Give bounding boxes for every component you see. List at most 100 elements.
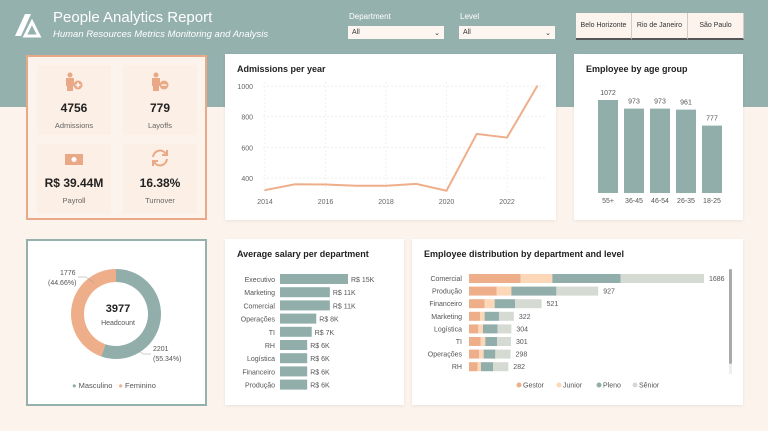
salary-bar [280, 287, 330, 298]
person-add-icon [66, 72, 83, 91]
y-tick-label: Marketing [244, 290, 275, 297]
kpi-turnover: 16.38% Turnover [123, 144, 197, 214]
bar-segment-pleno [494, 299, 515, 309]
legend-marker [556, 382, 562, 388]
chevron-down-icon: ⌄ [434, 29, 440, 37]
x-tick-label: 26-35 [677, 198, 695, 205]
kpi-layoffs: 779 Layoffs [123, 65, 197, 135]
kpi-value: 779 [149, 101, 171, 115]
bar-segment-pleno [482, 324, 498, 334]
headcount-label: Headcount [101, 320, 135, 327]
legend-marker [632, 382, 638, 388]
headcount-card: 2201 (55.34%) 1776 (44.66%) 3977 Headcount … [26, 239, 207, 406]
age-card: Employee by age group 1072 55+ 973 36-45 973… [574, 54, 743, 220]
y-tick-label: Comercial [243, 303, 275, 310]
age-bar-chart: 1072 55+ 973 36-45 973 46-54 961 26-35 777 18-25 [598, 90, 722, 205]
bar-segment-sênior [493, 362, 509, 372]
bar-segment-sênior [620, 274, 704, 283]
bar-segment-pleno [552, 274, 621, 283]
data-point [385, 184, 387, 187]
bar-segment-gestor [469, 311, 481, 321]
person-remove-icon [152, 72, 169, 91]
legend-label: Sênior [639, 383, 660, 390]
y-tick-label: RH [265, 343, 275, 350]
salary-bar [280, 326, 312, 337]
admissions-line-chart: 400 600 800 1000 2014 2016 2018 2020 2022 [237, 82, 545, 206]
bar-segment-gestor [469, 299, 485, 309]
refresh-icon [152, 149, 168, 167]
data-label: R$ 11K [333, 290, 356, 297]
bar-segment-sênior [514, 299, 542, 309]
data-label: (44.66%) [48, 280, 76, 287]
city-button-sao-paulo[interactable]: São Paulo [688, 13, 744, 40]
city-button-belo-horizonte[interactable]: Belo Horizonte [576, 13, 632, 40]
city-button-rio-de-janeiro[interactable]: Rio de Janeiro [632, 13, 688, 40]
kpi-label: Payroll [62, 196, 86, 205]
y-tick-label: Comercial [430, 276, 462, 283]
salary-bar [280, 300, 330, 311]
kpi-label: Admissions [54, 121, 94, 130]
data-label: R$ 15K [351, 277, 375, 284]
scrollbar[interactable] [729, 269, 732, 374]
legend-masculino: ● Masculino [72, 381, 113, 390]
y-tick-label: RH [452, 364, 462, 371]
bar-segment-gestor [469, 324, 479, 334]
data-label: 1686 [709, 276, 725, 283]
data-point [536, 85, 539, 87]
scrollbar-thumb[interactable] [729, 269, 732, 364]
kpi-value: 16.38% [139, 176, 181, 190]
data-label: R$ 8K [319, 317, 339, 324]
bar-segment-pleno [484, 311, 499, 321]
y-tick-label: TI [269, 330, 275, 337]
x-tick-label: 2014 [257, 199, 273, 206]
data-label: 777 [706, 116, 718, 123]
data-label: 973 [628, 99, 640, 106]
kpi-label: Turnover [145, 196, 175, 205]
bar-segment-junior [520, 274, 553, 283]
x-tick-label: 2016 [318, 199, 334, 206]
bar-segment-sênior [498, 311, 514, 321]
data-point [475, 133, 478, 135]
bar-segment-pleno [485, 337, 498, 346]
bar-segment-junior [496, 286, 512, 296]
y-tick-label: Financeiro [242, 369, 275, 376]
data-label: 282 [513, 364, 525, 371]
kpi-value: 4756 [60, 101, 88, 115]
bar-segment-gestor [469, 349, 480, 359]
x-tick-label: 2020 [439, 199, 455, 206]
bar-segment-junior [479, 349, 484, 359]
legend-label: Gestor [523, 383, 545, 390]
page-subtitle: Human Resources Metrics Monitoring and A… [53, 29, 269, 40]
salary-bar [280, 340, 308, 350]
data-label: R$ 6K [310, 383, 330, 390]
bar-segment-junior [480, 337, 486, 346]
level-select[interactable]: All ⌄ [459, 26, 555, 39]
legend-marker [516, 382, 522, 388]
legend-label: Pleno [603, 383, 621, 390]
department-value: All [352, 29, 360, 36]
data-point [415, 183, 418, 185]
logo-icon [15, 14, 42, 38]
data-label: 304 [516, 326, 528, 333]
chart-title: Admissions per year [237, 64, 326, 74]
bar-segment-sênior [497, 324, 512, 334]
y-tick-label: Logística [434, 326, 462, 333]
y-tick-label: Executivo [245, 277, 275, 284]
donut-slice-masculino [101, 269, 161, 359]
bar-segment-junior [484, 299, 495, 309]
data-label: 521 [547, 301, 559, 308]
bar-segment-junior [477, 362, 481, 372]
salary-bar [280, 313, 317, 324]
kpi-payroll: R$ 39.44M Payroll [37, 144, 111, 214]
salary-bar [280, 353, 308, 364]
data-point [445, 189, 448, 192]
bar-segment-pleno [511, 286, 557, 296]
department-label: Department [349, 12, 391, 21]
data-point [294, 183, 297, 186]
kpi-value: R$ 39.44M [44, 176, 104, 190]
bar-segment-junior [480, 311, 485, 321]
distribution-card: Employee distribution by department and … [412, 239, 743, 405]
data-point [324, 183, 327, 186]
kpi-label: Layoffs [147, 121, 173, 130]
department-select[interactable]: All ⌄ [348, 26, 444, 39]
